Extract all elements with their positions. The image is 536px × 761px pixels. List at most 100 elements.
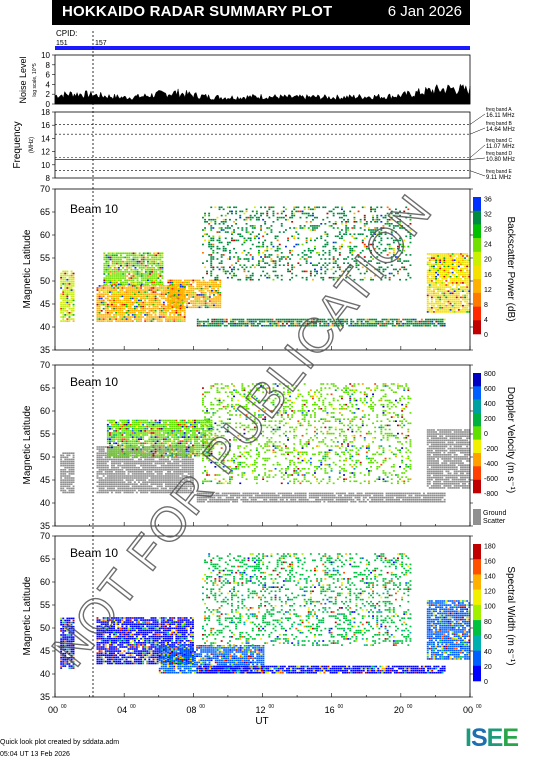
heatmap-cell	[238, 318, 241, 321]
heatmap-cell	[165, 314, 167, 316]
heatmap-cell	[399, 227, 401, 229]
heatmap-cell	[200, 296, 203, 298]
heatmap-cell	[157, 281, 160, 284]
heatmap-cell	[409, 218, 412, 221]
heatmap-cell	[106, 479, 109, 481]
heatmap-cell	[129, 464, 132, 467]
heatmap-cell	[68, 291, 71, 293]
heatmap-cell	[363, 276, 366, 279]
heatmap-cell	[405, 216, 408, 219]
heatmap-cell	[273, 498, 276, 501]
heatmap-cell	[120, 254, 122, 257]
heatmap-cell	[443, 286, 446, 288]
heatmap-cell	[430, 275, 433, 278]
heatmap-cell	[119, 289, 122, 291]
heatmap-cell	[320, 276, 323, 279]
heatmap-cell	[160, 481, 163, 483]
heatmap-cell	[309, 252, 312, 254]
heatmap-cell	[305, 270, 308, 273]
heatmap-cell	[158, 475, 161, 477]
heatmap-cell	[70, 452, 73, 454]
heatmap-cell	[251, 231, 254, 233]
heatmap-cell	[144, 320, 147, 322]
heatmap-cell	[129, 293, 132, 295]
heatmap-cell	[134, 258, 137, 261]
heatmap-cell	[323, 494, 326, 497]
heatmap-cell	[128, 260, 131, 263]
heatmap-cell	[192, 485, 194, 488]
heatmap-cell	[202, 276, 204, 279]
heatmap-cell	[210, 272, 213, 275]
heatmap-cell	[350, 318, 353, 321]
heatmap-cell	[165, 293, 167, 295]
heatmap-cell	[62, 299, 65, 302]
heatmap-cell	[316, 272, 318, 275]
heatmap-cell	[202, 294, 205, 296]
heatmap-cell	[125, 479, 128, 481]
heatmap-cell	[334, 241, 337, 244]
heatmap-cell	[349, 210, 352, 213]
heatmap-cell	[232, 318, 234, 321]
heatmap-cell	[119, 469, 122, 471]
heatmap-cell	[220, 221, 223, 223]
heatmap-cell	[216, 258, 219, 260]
heatmap-cell	[374, 247, 377, 250]
heatmap-cell	[237, 256, 240, 258]
heatmap-cell	[190, 302, 193, 304]
heatmap-cell	[127, 320, 130, 322]
heatmap-cell	[62, 293, 65, 295]
heatmap-cell	[70, 314, 73, 316]
heatmap-cell	[175, 473, 178, 475]
heatmap-cell	[154, 489, 157, 492]
heatmap-cell	[426, 275, 429, 278]
heatmap-cell	[153, 271, 156, 273]
heatmap-cell	[397, 245, 399, 248]
heatmap-cell	[315, 492, 317, 495]
heatmap-cell	[404, 324, 407, 327]
heatmap-cell	[111, 293, 113, 295]
heatmap-cell	[298, 494, 301, 497]
heatmap-cell	[127, 307, 130, 310]
heatmap-cell	[254, 320, 257, 323]
heatmap-cell	[181, 473, 184, 475]
heatmap-cell	[148, 307, 151, 310]
heatmap-cell	[336, 235, 339, 238]
heatmap-cell	[433, 275, 435, 278]
heatmap-cell	[219, 294, 222, 296]
heatmap-cell	[158, 287, 161, 289]
heatmap-cell	[307, 227, 310, 229]
heatmap-cell	[160, 460, 163, 463]
heatmap-cell	[426, 311, 429, 313]
heatmap-cell	[121, 473, 124, 475]
heatmap-cell	[464, 267, 466, 270]
heatmap-cell	[171, 487, 174, 490]
heatmap-cell	[135, 456, 138, 459]
heatmap-cell	[96, 454, 99, 457]
heatmap-cell	[464, 286, 466, 288]
heatmap-cell	[72, 485, 75, 488]
heatmap-cell	[267, 494, 270, 497]
heatmap-cell	[468, 275, 471, 278]
heatmap-cell	[246, 322, 249, 325]
heatmap-cell	[227, 496, 230, 499]
heatmap-cell	[158, 312, 161, 314]
heatmap-cell	[272, 221, 275, 223]
heatmap-cell	[453, 304, 456, 307]
heatmap-cell	[267, 318, 270, 321]
heatmap-cell	[210, 258, 213, 260]
heatmap-cell	[435, 259, 437, 261]
heatmap-cell	[142, 277, 145, 279]
heatmap-cell	[98, 483, 101, 485]
heatmap-cell	[125, 483, 128, 485]
heatmap-cell	[103, 256, 106, 259]
heatmap-cell	[242, 324, 245, 327]
heatmap-cell	[294, 494, 297, 497]
cpid-value-2: 157	[95, 40, 107, 47]
heatmap-cell	[140, 489, 142, 492]
heatmap-cell	[449, 290, 452, 292]
heatmap-cell	[457, 271, 460, 274]
heatmap-cell	[217, 306, 220, 309]
heatmap-cell	[179, 456, 182, 459]
